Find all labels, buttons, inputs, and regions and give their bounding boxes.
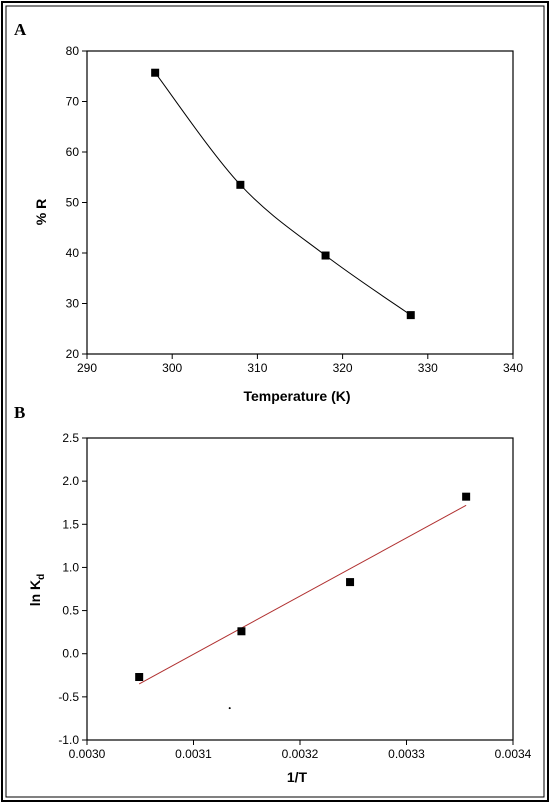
panel-b-y-axis-title-main: ln K <box>27 580 43 606</box>
panel-a-x-tick-label: 330 <box>418 361 438 375</box>
panel-b-y-axis-title: ln Kd <box>27 574 47 607</box>
panel-a-y-tick-label: 60 <box>66 145 80 159</box>
panel-b-y-axis-title-subscript: d <box>36 574 47 580</box>
panel-a-y-tick-label: 50 <box>66 196 80 210</box>
panel-b-y-tick-label: 0.0 <box>62 647 79 661</box>
panel-a-x-tick-label: 300 <box>162 361 182 375</box>
panel-a-y-tick-label: 70 <box>66 95 80 109</box>
panel-b-data-point <box>462 492 471 501</box>
panel-a-plot-area: 290 300 310 320 330 340 20 30 40 50 60 70 80 <box>66 44 524 375</box>
panel-b-data-point <box>346 578 355 587</box>
panel-a-letter: A <box>14 20 27 39</box>
panel-a-y-tick-label: 40 <box>66 246 80 260</box>
panel-b-data-point <box>135 673 144 682</box>
panel-a-data-point <box>236 180 245 189</box>
panel-b-y-tick-label: 1.5 <box>62 517 79 531</box>
panel-a-x-tick-label: 290 <box>77 361 97 375</box>
panel-a-data-point <box>151 68 160 77</box>
panel-b-x-tick-label: 0.0033 <box>388 747 425 761</box>
inner-border <box>5 5 545 798</box>
panel-b: B 0.0030 0.0031 0.0032 0.0033 0.0034 2.5 2.0 1.… <box>14 403 532 785</box>
panel-a-y-tick-label: 30 <box>66 297 80 311</box>
panel-a-y-axis-title: % R <box>33 199 49 225</box>
panel-b-x-tick-label: 0.0032 <box>282 747 319 761</box>
panel-a-axes-box <box>86 50 514 355</box>
panel-b-y-tick-label: 1.0 <box>62 560 79 574</box>
panel-a-x-axis-title: Temperature (K) <box>243 388 350 404</box>
panel-b-data-point <box>237 627 246 636</box>
panel-b-y-tick-label: -1.0 <box>58 733 79 747</box>
panel-a-data-point <box>321 251 330 260</box>
panel-b-y-tick-label: -0.5 <box>58 690 79 704</box>
panel-b-x-tick-label: 0.0030 <box>69 747 106 761</box>
panel-a-x-tick-label: 320 <box>333 361 353 375</box>
panel-b-x-axis-title: 1/T <box>287 769 308 785</box>
panel-b-plot-area: 0.0030 0.0031 0.0032 0.0033 0.0034 2.5 2.0 1.5 1… <box>58 431 531 761</box>
panel-a-x-tick-label: 340 <box>503 361 523 375</box>
panel-a-series-line <box>154 72 412 316</box>
panel-b-fit-line <box>138 504 467 685</box>
panel-b-stray-dot <box>228 707 231 710</box>
panel-b-y-tick-label: 2.0 <box>62 474 79 488</box>
panel-b-letter: B <box>14 403 25 422</box>
panel-b-y-tick-label: 2.5 <box>62 431 79 445</box>
panel-b-x-tick-label: 0.0034 <box>495 747 532 761</box>
panel-a: A 290 300 310 320 330 340 20 30 40 50 60 70 80 Tempe… <box>14 20 523 404</box>
panel-a-y-tick-label: 80 <box>66 44 80 58</box>
panel-b-y-tick-label: 0.5 <box>62 604 79 618</box>
panel-b-x-tick-label: 0.0031 <box>175 747 212 761</box>
panel-b-axes-box <box>86 437 514 741</box>
panel-a-x-tick-label: 310 <box>247 361 267 375</box>
panel-a-y-tick-label: 20 <box>66 347 80 361</box>
panel-a-data-point <box>406 311 415 320</box>
